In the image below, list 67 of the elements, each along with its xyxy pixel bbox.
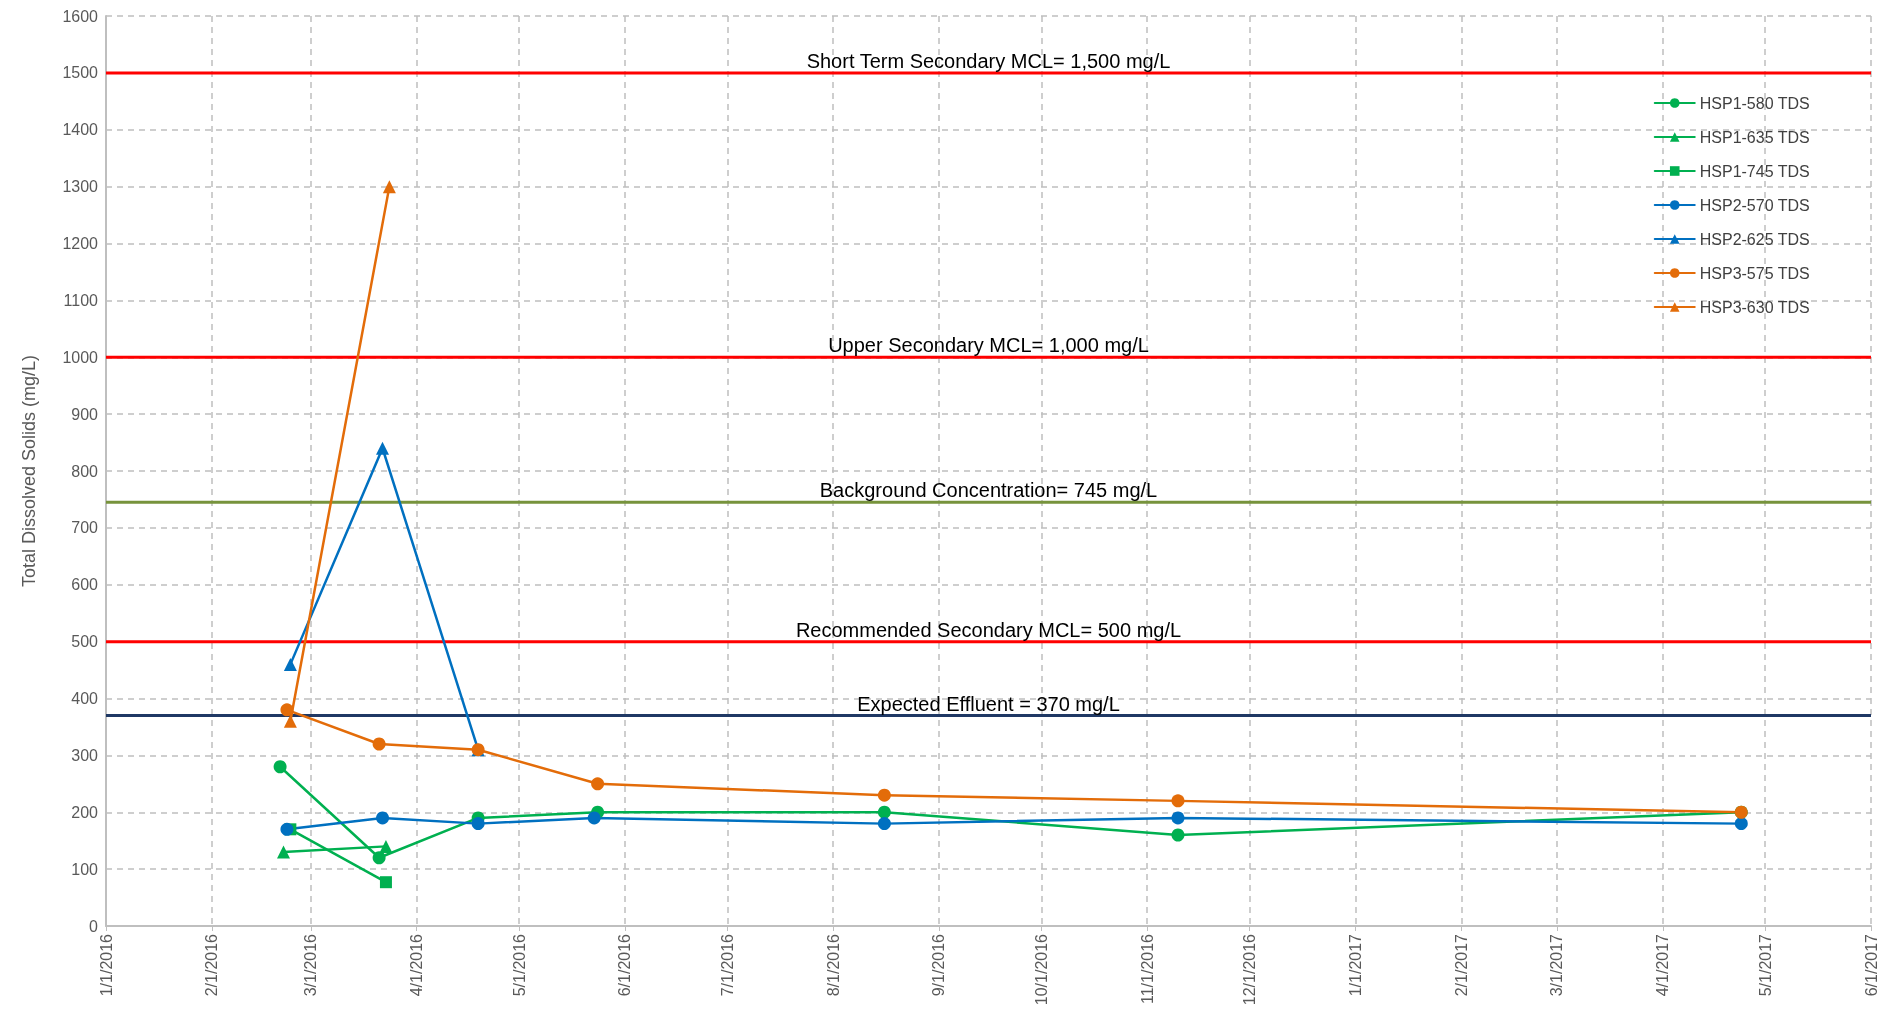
legend-label: HSP1-635 TDS	[1699, 128, 1810, 146]
legend-label: HSP3-630 TDS	[1699, 298, 1810, 316]
legend-label: HSP2-570 TDS	[1699, 196, 1810, 214]
legend-label: HSP2-625 TDS	[1699, 230, 1810, 248]
x-tick-label: 4/1/2016	[408, 933, 426, 997]
x-tick-label: 12/1/2016	[1241, 933, 1259, 1006]
x-tick-label: 3/1/2016	[302, 933, 320, 997]
point	[372, 851, 386, 865]
x-tick-label: 5/1/2016	[510, 933, 528, 997]
point	[273, 760, 287, 774]
x-tick-label: 5/1/2017	[1756, 933, 1774, 997]
point	[376, 441, 390, 455]
x-tick-label: 9/1/2016	[930, 933, 948, 997]
y-tick-label: 0	[89, 917, 99, 935]
y-tick-label: 700	[71, 519, 99, 537]
y-tick-label: 1300	[62, 178, 99, 196]
point	[591, 777, 605, 791]
y-tick-label: 1000	[62, 348, 99, 366]
y-tick-label: 600	[71, 576, 99, 594]
point	[280, 703, 294, 717]
x-tick-label: 1/1/2017	[1347, 933, 1364, 997]
y-tick-label: 800	[71, 462, 99, 480]
point	[471, 817, 485, 831]
legend-label: HSP3-575 TDS	[1699, 264, 1810, 282]
x-tick-label: 10/1/2016	[1032, 933, 1050, 1006]
y-tick-label: 400	[71, 690, 99, 707]
y-tick-label: 100	[71, 860, 99, 878]
y-tick-label: 200	[71, 803, 99, 821]
point	[877, 805, 891, 819]
y-tick-label: 1400	[62, 121, 99, 139]
y-tick-label: 1100	[63, 291, 99, 309]
x-tick-label: 3/1/2017	[1548, 933, 1566, 997]
x-tick-label: 7/1/2016	[718, 933, 736, 997]
x-tick-label: 2/1/2017	[1452, 933, 1470, 997]
point	[1171, 811, 1185, 825]
ref-line-label: Background Concentration= 745 mg/L	[819, 479, 1158, 502]
point	[372, 737, 386, 751]
x-tick-label: 6/1/2017	[1862, 933, 1880, 997]
legend-label: HSP1-580 TDS	[1699, 94, 1810, 112]
point	[280, 822, 294, 836]
x-tick-label: 4/1/2017	[1654, 933, 1672, 997]
y-axis-title: Total Dissolved Solids (mg/L)	[19, 354, 39, 588]
point	[1171, 828, 1185, 842]
ref-line-label: Expected Effluent = 370 mg/L	[857, 692, 1120, 715]
x-tick-label: 11/1/2016	[1138, 933, 1156, 1004]
point	[877, 788, 891, 802]
point	[587, 811, 601, 825]
x-tick-label: 8/1/2016	[824, 933, 842, 997]
point	[1734, 817, 1748, 831]
x-tick-label: 6/1/2016	[616, 933, 634, 997]
y-tick-label: 1200	[62, 235, 99, 252]
y-tick-label: 500	[71, 633, 99, 651]
x-tick-label: 1/1/2016	[97, 933, 115, 997]
point	[379, 876, 392, 889]
point	[1171, 794, 1185, 808]
legend-label: HSP1-745 TDS	[1699, 162, 1810, 180]
ref-line-label: Short Term Secondary MCL= 1,500 mg/L	[806, 49, 1171, 72]
point	[283, 657, 297, 671]
ref-line-label: Recommended Secondary MCL= 500 mg/L	[795, 618, 1182, 641]
y-tick-label: 900	[71, 405, 99, 423]
ref-line-label: Upper Secondary MCL= 1,000 mg/L	[828, 334, 1149, 357]
x-tick-label: 2/1/2016	[203, 933, 221, 997]
y-tick-label: 1500	[62, 64, 99, 82]
point	[376, 811, 390, 825]
point	[877, 817, 891, 831]
y-tick-label: 300	[71, 746, 99, 764]
y-tick-label: 1600	[62, 7, 99, 25]
